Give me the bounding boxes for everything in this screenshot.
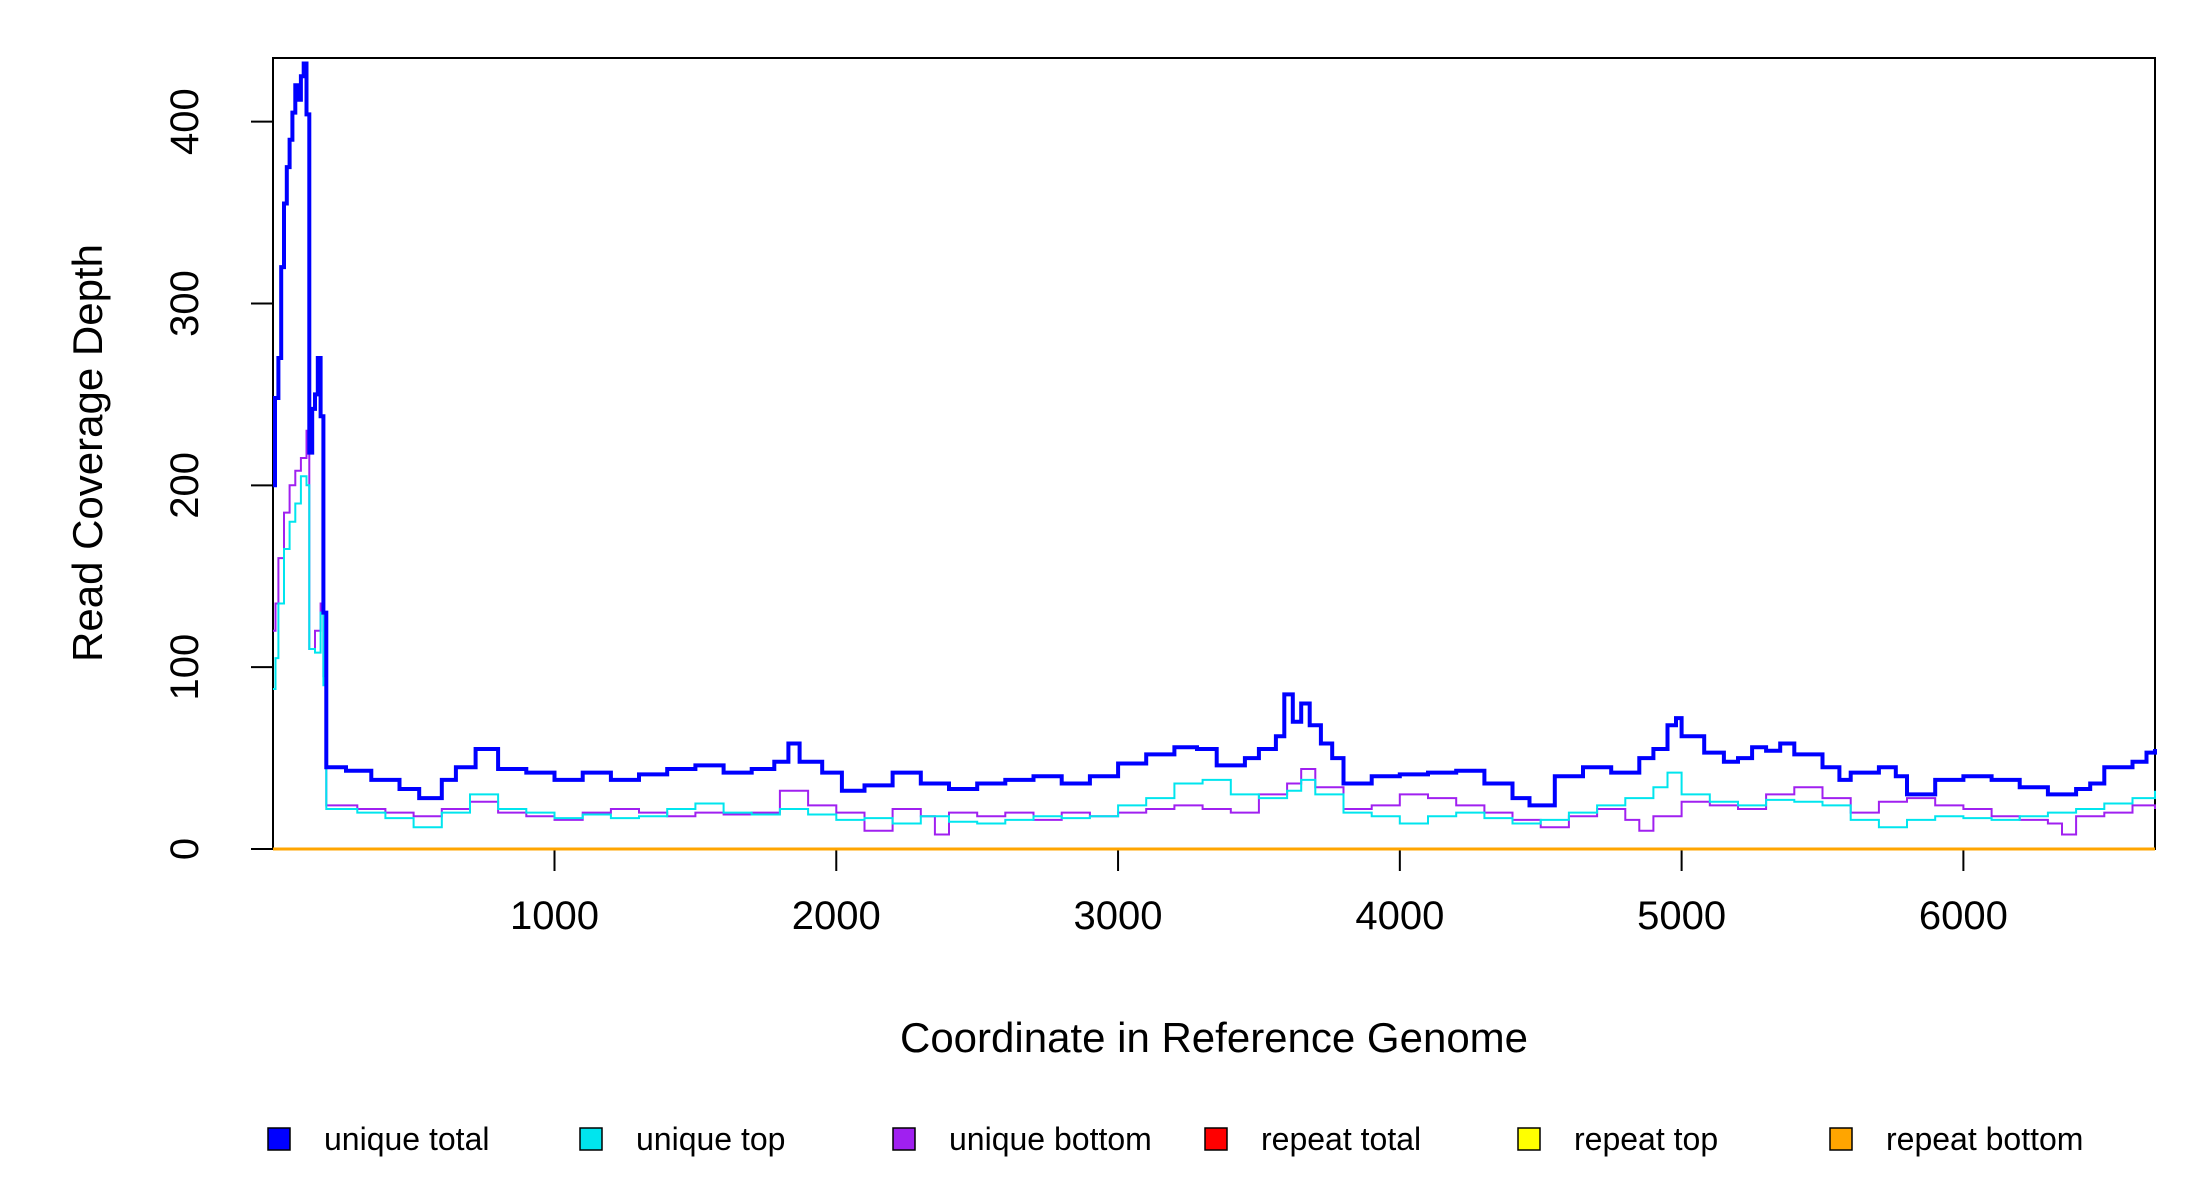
- x-tick-label: 3000: [1074, 894, 1163, 938]
- legend-label: unique bottom: [949, 1121, 1152, 1157]
- y-tick-label: 0: [163, 838, 207, 860]
- y-tick-label: 400: [163, 88, 207, 155]
- x-tick-label: 5000: [1637, 894, 1726, 938]
- x-axis-label: Coordinate in Reference Genome: [900, 1014, 1528, 1061]
- legend-label: repeat top: [1574, 1121, 1718, 1157]
- legend-swatch: [267, 1127, 291, 1151]
- legend-swatch: [579, 1127, 603, 1151]
- legend-label: repeat bottom: [1886, 1121, 2083, 1157]
- legend-label: unique top: [636, 1121, 785, 1157]
- series-layer: [273, 61, 2157, 851]
- plot-frame: [272, 57, 2156, 850]
- legend-swatch: [892, 1127, 916, 1151]
- y-tick-label: 100: [163, 634, 207, 701]
- legend-label: unique total: [324, 1121, 489, 1157]
- y-tick-label: 300: [163, 270, 207, 337]
- y-axis: 0 100 200 300 400: [163, 88, 273, 860]
- legend-swatch: [1517, 1127, 1541, 1151]
- legend-swatch: [1829, 1127, 1853, 1151]
- legend-swatch: [1204, 1127, 1228, 1151]
- legend: unique total unique top unique bottom repea…: [267, 1121, 2083, 1157]
- x-tick-label: 4000: [1355, 894, 1444, 938]
- x-axis: 1000 2000 3000 4000 5000 6000: [510, 849, 2008, 938]
- x-tick-label: 1000: [510, 894, 599, 938]
- legend-label: repeat total: [1261, 1121, 1421, 1157]
- x-tick-label: 6000: [1919, 894, 2008, 938]
- x-tick-label: 2000: [792, 894, 881, 938]
- y-tick-label: 200: [163, 452, 207, 519]
- series-line-unique-total: [273, 61, 2157, 808]
- series-line-unique-top: [273, 475, 2156, 829]
- y-axis-label: Read Coverage Depth: [64, 244, 111, 662]
